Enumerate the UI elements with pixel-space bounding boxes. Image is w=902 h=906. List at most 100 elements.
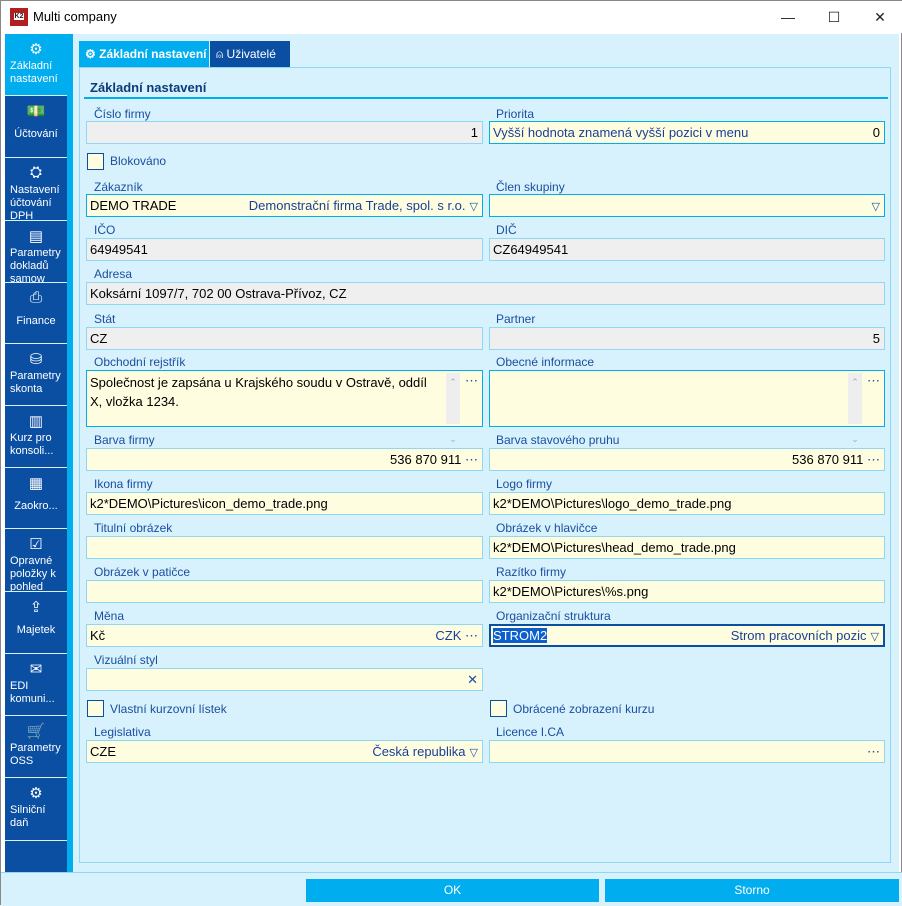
organizacni-struktura-field[interactable]: STROM2 Strom pracovních pozic ▽ (489, 624, 885, 647)
obchodni-rejstrik-label: Obchodní rejstřík (94, 355, 186, 369)
logo-firmy-label: Logo firmy (496, 477, 553, 491)
minimize-button[interactable]: — (781, 9, 795, 25)
sidebar-item[interactable]: ▤ Parametry dokladů samow (5, 221, 67, 283)
ico-field[interactable]: 64949541 (86, 238, 483, 261)
scrollbar[interactable]: ⌃ ⌄ (446, 373, 460, 444)
ellipsis-icon[interactable]: ⋯ (867, 373, 880, 388)
cart-icon: 🛒 (26, 723, 46, 740)
sidebar-item[interactable]: 🛒 Parametry OSS (5, 716, 67, 778)
partner-field[interactable]: 5 (489, 327, 885, 350)
money-icon: 💵 (26, 103, 46, 120)
obecne-informace-label: Obecné informace (496, 355, 595, 369)
barva-stavoveho-pruhu-value: 536 870 911 (792, 452, 864, 467)
cislo-firmy-value: 1 (470, 125, 478, 140)
maximize-button[interactable]: ☐ (827, 9, 841, 25)
sidebar-item[interactable]: ⚙ Silniční daň (5, 778, 67, 841)
legislativa-label: Legislativa (94, 725, 151, 739)
mail-settings-icon: ✉ (29, 661, 43, 678)
dropdown-icon[interactable]: ▽ (871, 201, 880, 213)
ikona-firmy-field[interactable]: k2*DEMO\Pictures\icon_demo_trade.png (86, 492, 483, 515)
tab-uzivatele[interactable]: ⍝ Uživatelé (210, 41, 290, 67)
obracene-zobrazeni-kurzu-checkbox[interactable] (490, 700, 507, 717)
partner-value: 5 (872, 331, 880, 346)
legislativa-field[interactable]: CZE Česká republika ▽ (86, 740, 483, 763)
sidebar-item-label: Parametry skonta (10, 370, 61, 395)
tools-icon[interactable]: ✕ (467, 672, 478, 687)
cislo-firmy-field[interactable]: 1 (86, 121, 483, 144)
sidebar-item-label: Finance (16, 315, 56, 327)
obecne-informace-textarea[interactable]: ⌃ ⌄ ⋯ (489, 370, 885, 444)
organizacni-struktura-label: Organizační struktura (496, 609, 611, 623)
storno-button[interactable]: Storno (605, 879, 899, 902)
vizualni-styl-label: Vizuální styl (94, 653, 158, 667)
sidebar-item[interactable]: ☑ Opravné položky k pohled (5, 529, 67, 592)
tab-zakladni-nastaveni[interactable]: ⚙ Základní nastavení (79, 41, 209, 67)
priorita-value: 0 (872, 125, 880, 140)
sidebar-item-label: Kurz pro konsoli... (10, 432, 54, 457)
blokovano-checkbox[interactable] (87, 153, 104, 170)
sidebar-item[interactable]: ⇪ Majetek (5, 592, 67, 654)
checked-document-icon: ☑ (29, 536, 43, 553)
titulni-obrazek-field[interactable] (86, 536, 483, 559)
organizacni-struktura-description: Strom pracovních pozic (730, 628, 867, 643)
obrazek-v-hlavicce-field[interactable]: k2*DEMO\Pictures\head_demo_trade.png (489, 536, 885, 559)
vlastni-kurzovni-listek-checkbox[interactable] (87, 700, 104, 717)
tab-label: Základní nastavení (99, 47, 207, 61)
zakaznik-value: DEMO TRADE (90, 198, 177, 213)
close-button[interactable]: ✕ (874, 9, 886, 25)
sidebar-item[interactable]: ⚙ Základní nastavení (5, 34, 67, 96)
obchodni-rejstrik-textarea[interactable]: Společnost je zapsána u Krajského soudu … (86, 370, 483, 444)
calculator-icon: ▦ (28, 475, 44, 492)
users-icon: ⍝ (216, 47, 224, 61)
stat-field[interactable]: CZ (86, 327, 483, 350)
dic-field[interactable]: CZ64949541 (489, 238, 885, 261)
ico-label: IČO (94, 223, 116, 237)
organizacni-struktura-value: STROM2 (493, 628, 548, 643)
mena-value: Kč (90, 628, 106, 643)
sidebar-item[interactable]: ⛭ Nastavení účtování DPH (5, 158, 67, 221)
ellipsis-icon[interactable]: ⋯ (465, 373, 478, 388)
ellipsis-icon[interactable]: ⋯ (465, 628, 478, 643)
sidebar-item-label: Majetek (16, 624, 56, 636)
sidebar-item[interactable]: ▦ Zaokro... (5, 468, 67, 529)
razitko-firmy-field[interactable]: k2*DEMO\Pictures\%s.png (489, 580, 885, 603)
stat-label: Stát (94, 312, 116, 326)
dropdown-icon[interactable]: ▽ (469, 201, 478, 213)
logo-firmy-field[interactable]: k2*DEMO\Pictures\logo_demo_trade.png (489, 492, 885, 515)
clen-skupiny-field[interactable]: ▽ (489, 194, 885, 217)
barva-stavoveho-pruhu-field[interactable]: 536 870 911 ⋯ (489, 448, 885, 471)
vizualni-styl-field[interactable]: ✕ (86, 668, 483, 691)
sidebar-item[interactable]: ▥ Kurz pro konsoli... (5, 406, 67, 468)
mena-field[interactable]: Kč CZK ⋯ (86, 624, 483, 647)
tax-settings-icon: ⛭ (29, 164, 42, 181)
window-title: Multi company (33, 9, 117, 24)
ellipsis-icon[interactable]: ⋯ (465, 452, 478, 467)
sidebar-item[interactable]: ⛁ Parametry skonta (5, 344, 67, 406)
ellipsis-icon[interactable]: ⋯ (867, 452, 880, 467)
ok-button[interactable]: OK (306, 879, 599, 902)
barva-firmy-field[interactable]: 536 870 911 ⋯ (86, 448, 483, 471)
sidebar-item[interactable]: 💵 Účtování (5, 96, 67, 158)
barva-firmy-value: 536 870 911 (390, 452, 462, 467)
zakaznik-field[interactable]: DEMO TRADE Demonstrační firma Trade, spol… (86, 194, 483, 217)
adresa-field[interactable]: Koksární 1097/7, 702 00 Ostrava-Přívoz, … (86, 282, 885, 305)
licence-ica-label: Licence I.CA (496, 725, 565, 739)
cash-register-icon: ⎙ (29, 289, 42, 306)
priorita-field[interactable]: Vyšší hodnota znamená vyšší pozici v men… (489, 121, 885, 144)
gear-icon: ⚙ (85, 47, 96, 61)
sidebar-item-label: Parametry dokladů samow (10, 247, 61, 283)
dropdown-icon[interactable]: ▽ (870, 631, 879, 643)
obrazek-v-paticce-field[interactable] (86, 580, 483, 603)
sidebar-item-label: Účtování (14, 128, 58, 140)
adresa-label: Adresa (94, 267, 133, 281)
asset-icon: ⇪ (29, 599, 43, 616)
scrollbar[interactable]: ⌃ ⌄ (848, 373, 862, 444)
licence-ica-field[interactable]: ⋯ (489, 740, 885, 763)
dropdown-icon[interactable]: ▽ (469, 747, 478, 759)
zakaznik-label: Zákazník (94, 180, 143, 194)
sidebar-item[interactable]: ⎙ Finance (5, 283, 67, 344)
obracene-zobrazeni-kurzu-label: Obrácené zobrazení kurzu (513, 702, 655, 716)
sidebar-item[interactable]: ✉ EDI komuni... (5, 654, 67, 716)
coins-icon: ⛁ (29, 351, 43, 368)
ellipsis-icon[interactable]: ⋯ (867, 744, 880, 759)
